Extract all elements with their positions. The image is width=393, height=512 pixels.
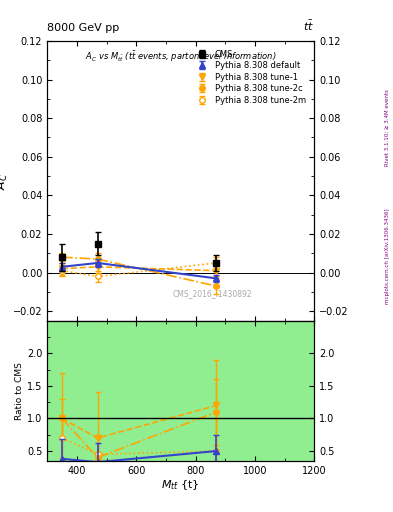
Text: Rivet 3.1.10; ≥ 3.4M events: Rivet 3.1.10; ≥ 3.4M events xyxy=(385,90,389,166)
Text: mcplots.cern.ch [arXiv:1306.3436]: mcplots.cern.ch [arXiv:1306.3436] xyxy=(385,208,389,304)
Text: 8000 GeV pp: 8000 GeV pp xyxy=(47,23,119,33)
Y-axis label: $A_C$: $A_C$ xyxy=(0,172,10,189)
X-axis label: $M_{t\bar{t}}$ {t}: $M_{t\bar{t}}$ {t} xyxy=(162,478,200,492)
Text: $t\bar{t}$: $t\bar{t}$ xyxy=(303,19,314,33)
Text: CMS_2016_I1430892: CMS_2016_I1430892 xyxy=(173,289,253,298)
Y-axis label: Ratio to CMS: Ratio to CMS xyxy=(15,362,24,420)
Legend: CMS, Pythia 8.308 default, Pythia 8.308 tune-1, Pythia 8.308 tune-2c, Pythia 8.3: CMS, Pythia 8.308 default, Pythia 8.308 … xyxy=(191,48,308,106)
Text: $A_C$ vs $M_{t\bar{t}}$ ($t\bar{t}$ events, parton level information): $A_C$ vs $M_{t\bar{t}}$ ($t\bar{t}$ even… xyxy=(85,49,277,64)
